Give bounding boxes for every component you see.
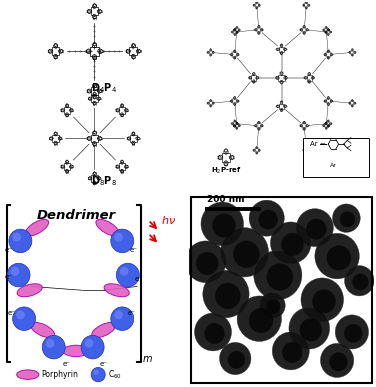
Text: e⁻: e⁻ bbox=[135, 276, 143, 282]
Text: H$_2$P-ref: H$_2$P-ref bbox=[211, 166, 241, 176]
Circle shape bbox=[289, 307, 330, 349]
Ellipse shape bbox=[92, 322, 116, 338]
Circle shape bbox=[267, 264, 293, 291]
Circle shape bbox=[85, 339, 93, 348]
Circle shape bbox=[249, 200, 284, 236]
Circle shape bbox=[332, 204, 360, 232]
Text: Porphyrin: Porphyrin bbox=[42, 370, 79, 379]
Circle shape bbox=[42, 336, 65, 359]
Circle shape bbox=[281, 233, 303, 256]
Circle shape bbox=[204, 323, 225, 344]
Circle shape bbox=[306, 219, 326, 240]
Circle shape bbox=[233, 241, 260, 268]
Circle shape bbox=[16, 310, 25, 319]
Circle shape bbox=[114, 233, 123, 241]
Circle shape bbox=[81, 336, 104, 359]
Circle shape bbox=[111, 307, 134, 330]
Text: m: m bbox=[143, 354, 152, 364]
Text: Dendrimer: Dendrimer bbox=[36, 209, 115, 222]
Circle shape bbox=[237, 296, 282, 341]
Circle shape bbox=[116, 263, 139, 287]
Circle shape bbox=[254, 250, 302, 300]
Text: e⁻: e⁻ bbox=[100, 361, 108, 367]
Circle shape bbox=[11, 267, 19, 276]
Text: D$_4$P$_4$: D$_4$P$_4$ bbox=[91, 81, 117, 95]
Circle shape bbox=[340, 211, 355, 227]
Text: Ar: Ar bbox=[330, 163, 337, 168]
Circle shape bbox=[185, 241, 226, 283]
Circle shape bbox=[259, 292, 285, 319]
Text: e⁻: e⁻ bbox=[63, 361, 71, 367]
FancyBboxPatch shape bbox=[303, 137, 370, 177]
Circle shape bbox=[344, 324, 362, 343]
Text: e⁻: e⁻ bbox=[5, 274, 12, 280]
Circle shape bbox=[327, 245, 351, 271]
Text: C$_{60}$: C$_{60}$ bbox=[108, 368, 122, 381]
Circle shape bbox=[215, 283, 241, 309]
Circle shape bbox=[203, 270, 249, 318]
Text: e⁻: e⁻ bbox=[129, 247, 137, 253]
Text: e⁻: e⁻ bbox=[8, 310, 16, 316]
Circle shape bbox=[352, 274, 368, 290]
Circle shape bbox=[93, 370, 99, 375]
Circle shape bbox=[46, 339, 55, 348]
Circle shape bbox=[300, 319, 322, 341]
Circle shape bbox=[13, 307, 36, 330]
Circle shape bbox=[270, 222, 311, 264]
Ellipse shape bbox=[30, 322, 55, 338]
Circle shape bbox=[111, 229, 134, 253]
Circle shape bbox=[266, 299, 280, 314]
Text: $h\nu$: $h\nu$ bbox=[161, 214, 176, 226]
Circle shape bbox=[7, 263, 30, 287]
Circle shape bbox=[272, 332, 309, 370]
Circle shape bbox=[228, 351, 245, 369]
Circle shape bbox=[91, 367, 105, 382]
Circle shape bbox=[212, 214, 236, 238]
Text: D$_8$P$_8$: D$_8$P$_8$ bbox=[91, 174, 117, 188]
Circle shape bbox=[12, 233, 21, 241]
Ellipse shape bbox=[17, 370, 39, 379]
Circle shape bbox=[196, 252, 218, 275]
Text: D$_{16}$P$_{16}$: D$_{16}$P$_{16}$ bbox=[308, 141, 336, 153]
Circle shape bbox=[120, 267, 129, 276]
Circle shape bbox=[320, 343, 354, 377]
Circle shape bbox=[344, 265, 374, 296]
Circle shape bbox=[194, 313, 232, 351]
Text: 200 nm: 200 nm bbox=[208, 195, 245, 204]
Ellipse shape bbox=[63, 345, 89, 356]
Ellipse shape bbox=[17, 284, 42, 297]
Ellipse shape bbox=[26, 219, 49, 236]
Circle shape bbox=[335, 315, 368, 349]
Circle shape bbox=[296, 209, 334, 247]
Circle shape bbox=[114, 310, 123, 319]
Circle shape bbox=[312, 289, 336, 313]
Ellipse shape bbox=[96, 219, 119, 236]
Circle shape bbox=[301, 278, 344, 322]
Ellipse shape bbox=[104, 284, 129, 297]
Text: Ar =: Ar = bbox=[310, 141, 326, 147]
Circle shape bbox=[220, 342, 251, 375]
Circle shape bbox=[249, 308, 273, 333]
Circle shape bbox=[329, 353, 347, 371]
Text: e⁻: e⁻ bbox=[127, 310, 135, 316]
Circle shape bbox=[315, 233, 359, 279]
Circle shape bbox=[9, 229, 32, 253]
Circle shape bbox=[282, 342, 302, 363]
Circle shape bbox=[201, 202, 244, 246]
Circle shape bbox=[220, 228, 268, 277]
Text: e⁻: e⁻ bbox=[5, 247, 12, 253]
Circle shape bbox=[258, 210, 278, 229]
